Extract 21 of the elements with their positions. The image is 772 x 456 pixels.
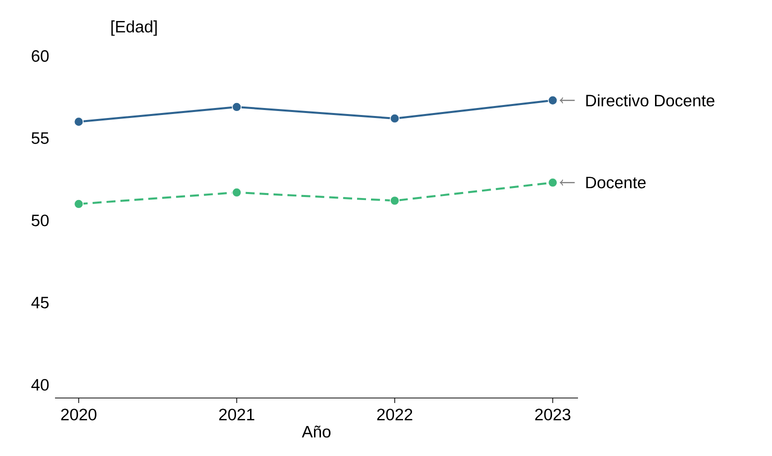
y-tick-label: 50 [32,214,49,226]
point [548,178,558,188]
y-tick-label: 55 [32,132,49,144]
point [390,196,400,206]
point [74,199,84,209]
x-tick-label: 2022 [377,408,412,420]
x-tick-label: 2021 [219,408,254,420]
point [232,102,242,112]
x-tick-label: 2020 [61,408,96,420]
point [232,188,242,198]
series-label: Docente [586,176,646,188]
y-axis-title: [Edad] [111,20,157,36]
x-axis-title: Año [302,426,330,438]
series-label: Directivo Docente [586,94,714,106]
point [390,114,400,124]
x-tick-label: 2023 [535,408,570,420]
point [74,116,84,127]
point [548,95,558,106]
y-tick-label: 60 [32,50,49,62]
y-tick-label: 45 [31,296,49,308]
y-tick-label: 40 [31,378,49,391]
